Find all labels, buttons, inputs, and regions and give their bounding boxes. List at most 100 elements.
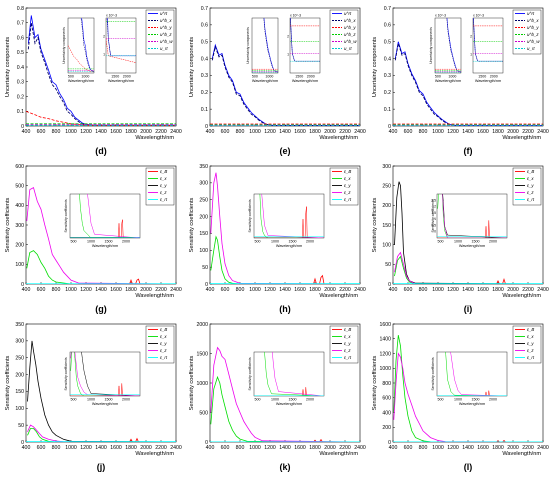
legend-entry: ε_y	[527, 183, 534, 188]
inset-x-tick-label: 2000	[489, 398, 497, 402]
panel-k: 400 600 800 1000 1200 1400 1600 1800 2000 2200 240…	[189, 322, 366, 472]
x-tick-label: 2200	[155, 445, 167, 451]
inset-y-tick-label: 1	[287, 53, 289, 57]
legend-box	[145, 167, 175, 206]
inset-x-tick-label: 500	[68, 75, 74, 79]
y-tick-label: 0.6	[201, 23, 208, 29]
y-tick-label: 250	[15, 356, 24, 362]
y-tick-label: 50	[385, 262, 391, 268]
x-tick-label: 1800	[309, 129, 321, 135]
x-tick-label: 1600	[294, 287, 306, 293]
y-tick-label: 50	[202, 265, 208, 271]
inset-y-label: Sensitivity coefficients	[64, 357, 68, 390]
x-tick-label: 1400	[95, 129, 107, 135]
legend-entry: u^b_y	[527, 25, 539, 30]
inset-x-tick-label: 2000	[306, 240, 314, 244]
series-line	[26, 250, 176, 284]
inset-series-line	[473, 18, 503, 62]
x-tick-label: 1200	[264, 129, 276, 135]
inset-x-label: Wavelength/nm	[459, 244, 485, 248]
inset-x-tick-label: 500	[438, 398, 444, 402]
inset-x-tick-label: 2000	[122, 240, 130, 244]
x-tick-label: 2400	[170, 445, 182, 451]
x-tick-label: 600	[404, 287, 413, 293]
legend-entry: u^b_w	[344, 39, 357, 44]
y-tick-label: 200	[199, 214, 208, 220]
y-tick-label: 150	[382, 223, 391, 229]
y-axis-label: Uncertainty components	[189, 37, 195, 98]
inset-area	[436, 351, 508, 397]
inset-x-tick-label: 1000	[454, 398, 462, 402]
inset-x-tick-label: 2000	[489, 240, 497, 244]
x-axis-label: Wavelength/nm	[319, 135, 358, 141]
inset-plot: 500 1000 1500 2000 Wavelength/nm Sensitivity …	[248, 351, 325, 406]
y-tick-label: 200	[382, 425, 391, 431]
inset-y-label: Sensitivity coefficients	[64, 199, 68, 232]
legend: ε_B ε_x ε_y ε_z ε_rt	[329, 325, 359, 364]
series-line	[393, 335, 543, 442]
inset-y-label: Uncertainty components	[246, 27, 250, 64]
inset-x-tick-label: 1000	[271, 240, 279, 244]
legend-box	[512, 167, 542, 206]
x-tick-label: 2200	[155, 287, 167, 293]
inset-y-tick-label: 2	[470, 34, 472, 38]
y-tick-label: 0	[388, 124, 391, 130]
inset-x-tick-label: 1500	[289, 240, 297, 244]
inset-series-line	[70, 219, 140, 238]
panel-i: 400 600 800 1000 1200 1400 1600 1800 2000 2200 240…	[372, 164, 549, 314]
inset-area	[253, 351, 325, 397]
inset-x-tick-label: 2000	[123, 75, 131, 79]
y-tick-label: 0.8	[17, 6, 24, 12]
inset-area	[472, 17, 504, 74]
x-tick-label: 600	[221, 445, 230, 451]
legend-entry: ε_y	[344, 183, 351, 188]
y-tick-label: 0.7	[17, 21, 24, 27]
x-axis-label: Wavelength/nm	[502, 135, 541, 141]
series-line	[210, 274, 360, 284]
x-axis-label: Wavelength/nm	[135, 451, 174, 457]
x-tick-label: 2400	[170, 287, 182, 293]
y-tick-label: 600	[15, 164, 24, 170]
y-tick-label: 250	[382, 183, 391, 189]
y-tick-label: 0	[21, 440, 24, 446]
x-tick-label: 600	[404, 445, 413, 451]
legend-entry: ε_x	[527, 176, 534, 181]
x-tick-label: 400	[389, 445, 398, 451]
y-tick-label: 0.2	[17, 94, 24, 100]
x-axis-label: Wavelength/nm	[502, 293, 541, 299]
x-axis-label: Wavelength/nm	[135, 135, 174, 141]
inset-x-tick-label: 1000	[87, 398, 95, 402]
legend-entry: ε_x	[527, 334, 534, 339]
inset-x-label: Wavelength/nm	[68, 79, 94, 83]
x-tick-label: 1200	[447, 129, 459, 135]
legend-box	[329, 325, 359, 364]
inset-x-tick-label: 500	[252, 75, 258, 79]
x-tick-label: 2400	[170, 129, 182, 135]
inset-series-line	[442, 194, 507, 238]
inset-area	[289, 17, 321, 74]
y-axis-label: Sensitivity coefficients	[5, 197, 11, 252]
x-tick-label: 600	[221, 129, 230, 135]
legend: ε_B ε_x ε_y ε_z ε_rt	[512, 167, 542, 206]
inset-x-label: Wavelength/nm	[92, 244, 118, 248]
x-tick-label: 2200	[522, 129, 534, 135]
x-tick-label: 1400	[462, 129, 474, 135]
inset-area	[69, 351, 141, 397]
inset-y-label: Sensitivity coefficients	[248, 357, 252, 390]
inset-series-line	[437, 390, 507, 396]
inset-x-label: Wavelength/nm	[459, 402, 485, 406]
legend-entry: u_rt	[344, 46, 352, 51]
inset-x-tick-label: 2000	[490, 75, 498, 79]
legend-entry: ε_B	[160, 169, 167, 174]
inset-series-line	[68, 45, 94, 72]
legend: ε_B ε_x ε_y ε_z ε_rt	[145, 325, 175, 364]
x-tick-label: 1800	[125, 129, 137, 135]
series-line	[210, 172, 360, 284]
y-tick-label: 0.4	[384, 56, 391, 62]
panel-e: 400 600 800 1000 1200 1400 1600 1800 2000 2200 240…	[189, 6, 366, 156]
y-tick-label: 500	[199, 410, 208, 416]
